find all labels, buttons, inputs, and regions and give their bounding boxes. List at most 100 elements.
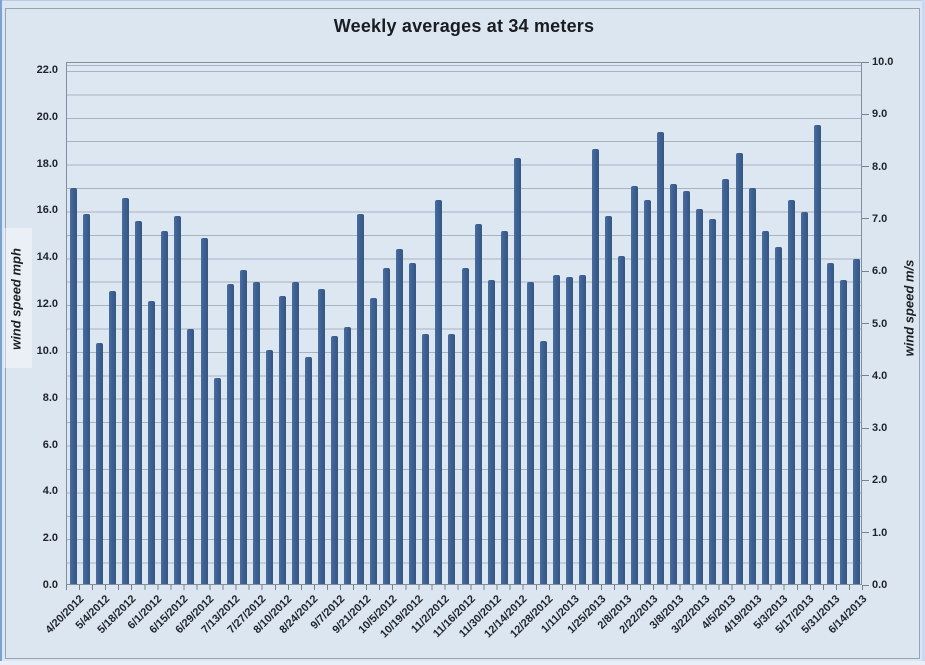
bar [487,279,495,584]
y-axis-right-tick [862,61,869,63]
bar [122,197,130,584]
bar [657,132,665,584]
y-axis-left-label: 8.0 [42,391,58,404]
y-axis-right-label: 2.0 [872,474,888,487]
y-axis-left-label: 18.0 [36,157,58,170]
bar [109,291,117,584]
bar [826,263,834,584]
bar [722,179,730,584]
left-axis-title-box [4,228,32,368]
y-axis-right-label: 5.0 [872,317,888,330]
bar [135,221,143,584]
bar [696,209,704,584]
bar [370,298,378,584]
bar [644,200,652,584]
bar [500,230,508,584]
bar [800,211,808,584]
y-axis-right-label: 9.0 [872,108,888,121]
y-axis-left-label: 10.0 [36,344,58,357]
y-axis-right-label: 8.0 [872,160,888,173]
window-edge-top [0,0,925,1]
bar [226,284,234,584]
bar [839,279,847,584]
y-axis-left-label: 2.0 [42,532,58,545]
bar [774,246,782,584]
y-axis-right-tick [862,427,869,429]
bar [265,349,273,584]
y-axis-right-tick [862,270,869,272]
bar [578,275,586,584]
bar [304,356,312,584]
bar [513,157,521,584]
bar [813,125,821,584]
y-axis-right-tick [862,166,869,168]
chart-title: Weekly averages at 34 meters [333,16,595,36]
bar [161,230,169,584]
bar [96,342,104,584]
bar [213,378,221,584]
y-axis-right-label: 6.0 [872,265,888,278]
window-edge-bottom [0,661,925,665]
bar [396,249,404,584]
y-axis-left-label: 14.0 [36,251,58,264]
bar [631,186,639,584]
bar [552,275,560,584]
bar [748,188,756,584]
bar [474,223,482,584]
y-axis-right-label: 7.0 [872,212,888,225]
x-axis-tick-strip [66,585,863,590]
bar [709,218,717,584]
y-axis-right-label: 0.0 [872,579,888,591]
y-axis-left-label: 4.0 [42,485,58,498]
bar [435,200,443,584]
bar [148,300,156,584]
bar [70,188,78,584]
bar [200,237,208,584]
bar [461,267,469,584]
bar [735,153,743,584]
y-axis-right-title: wind speed m/s [901,259,917,357]
y-axis-right-label: 1.0 [872,526,888,539]
y-axis-right-tick [862,113,869,115]
bar [852,258,860,584]
bar [422,333,430,584]
y-axis-left-label: 22.0 [36,64,58,76]
bar [252,282,260,584]
y-axis-right-tick [862,584,869,586]
y-axis-right-tick [862,479,869,481]
y-axis-left-label: 20.0 [36,110,58,123]
bar [605,216,613,584]
y-axis-right-tick [862,218,869,220]
y-axis-left-label: 16.0 [36,204,58,217]
bar [409,263,417,584]
y-axis-left-label: 12.0 [36,298,58,311]
y-axis-right-label: 4.0 [872,369,888,382]
bar [448,333,456,584]
bar [239,270,247,584]
y-axis-right-label: 10.0 [872,56,894,68]
bar [565,277,573,584]
y-axis-right-tick [862,532,869,534]
bar [591,148,599,584]
bar [187,328,195,584]
y-axis-left-label: 6.0 [42,438,58,451]
y-axis-left-label: 0.0 [42,579,58,591]
bar [331,335,338,584]
y-axis-right-label: 3.0 [872,422,888,435]
bar [83,214,91,584]
bar [383,267,391,584]
bar [618,256,626,584]
bar [357,214,365,584]
bar [683,190,691,584]
bar [291,282,299,584]
bar [761,230,769,584]
bar [317,289,325,584]
window-edge-right [922,0,925,665]
y-axis-right-tick [862,323,869,324]
bar [526,282,534,584]
bar [787,200,795,584]
bar [278,296,286,584]
plot-area [66,62,862,585]
bar [670,183,678,584]
bar [174,216,182,584]
